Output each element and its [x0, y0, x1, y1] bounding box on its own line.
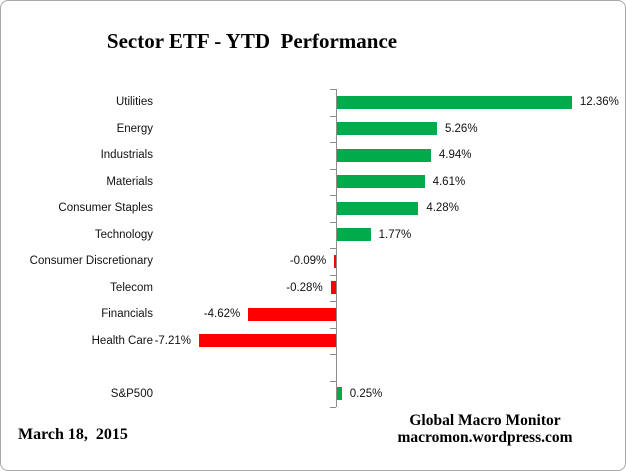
- value-label-financials: -4.62%: [203, 308, 241, 320]
- category-label-telecom: Telecom: [110, 281, 153, 294]
- value-label-consumer-staples: 4.28%: [426, 202, 459, 214]
- category-label-health-care: Health Care: [91, 334, 153, 347]
- category-label-financials: Financials: [101, 308, 153, 320]
- category-label-s-p500: S&P500: [110, 387, 153, 400]
- bar-materials: [337, 175, 425, 189]
- value-label-health-care: -7.21%: [154, 334, 191, 347]
- bar-consumer-discretionary: [334, 254, 336, 268]
- axis-tick: [330, 407, 336, 408]
- category-label-technology: Technology: [94, 228, 153, 241]
- axis-tick: [330, 142, 336, 143]
- bar-energy: [337, 122, 437, 136]
- value-label-energy: 5.26%: [444, 122, 478, 135]
- bar-telecom: [330, 281, 336, 295]
- bar-s-p500: [337, 387, 342, 401]
- credit-url: macromon.wordpress.com: [397, 429, 573, 446]
- value-label-materials: 4.61%: [432, 175, 466, 188]
- bar-health-care: [199, 334, 336, 348]
- footer-credit: Global Macro Monitor macromon.wordpress.…: [385, 412, 585, 446]
- axis-tick: [330, 115, 336, 117]
- axis-tick: [330, 248, 336, 249]
- axis-tick: [330, 274, 336, 276]
- category-label-materials: Materials: [106, 175, 153, 188]
- axis-tick: [330, 89, 336, 90]
- value-label-s-p500: 0.25%: [349, 387, 383, 400]
- credit-source: Global Macro Monitor: [409, 412, 561, 429]
- category-label-consumer-staples: Consumer Staples: [58, 202, 153, 214]
- chart-title: Sector ETF - YTD Performance: [106, 29, 398, 53]
- value-label-technology: 1.77%: [378, 228, 412, 241]
- bar-financials: [248, 307, 336, 321]
- footer-date: March 18, 2015: [18, 426, 128, 443]
- value-label-consumer-discretionary: -0.09%: [289, 255, 327, 267]
- axis-tick: [330, 380, 336, 382]
- axis-tick: [330, 327, 336, 329]
- category-label-industrials: Industrials: [100, 149, 153, 161]
- bar-industrials: [337, 148, 431, 162]
- bar-consumer-staples: [337, 201, 419, 215]
- bar-utilities: [337, 95, 572, 109]
- category-label-consumer-discretionary: Consumer Discretionary: [29, 255, 153, 267]
- axis-tick: [330, 195, 336, 196]
- axis-tick: [330, 168, 336, 170]
- axis-tick: [330, 354, 336, 355]
- value-label-industrials: 4.94%: [438, 149, 472, 161]
- category-label-energy: Energy: [116, 122, 153, 135]
- value-label-telecom: -0.28%: [286, 281, 323, 294]
- value-label-utilities: 12.36%: [579, 96, 619, 108]
- category-label-utilities: Utilities: [115, 96, 153, 108]
- bar-technology: [337, 228, 371, 242]
- axis-tick: [330, 301, 336, 302]
- category-axis: [336, 89, 337, 407]
- axis-tick: [330, 221, 336, 223]
